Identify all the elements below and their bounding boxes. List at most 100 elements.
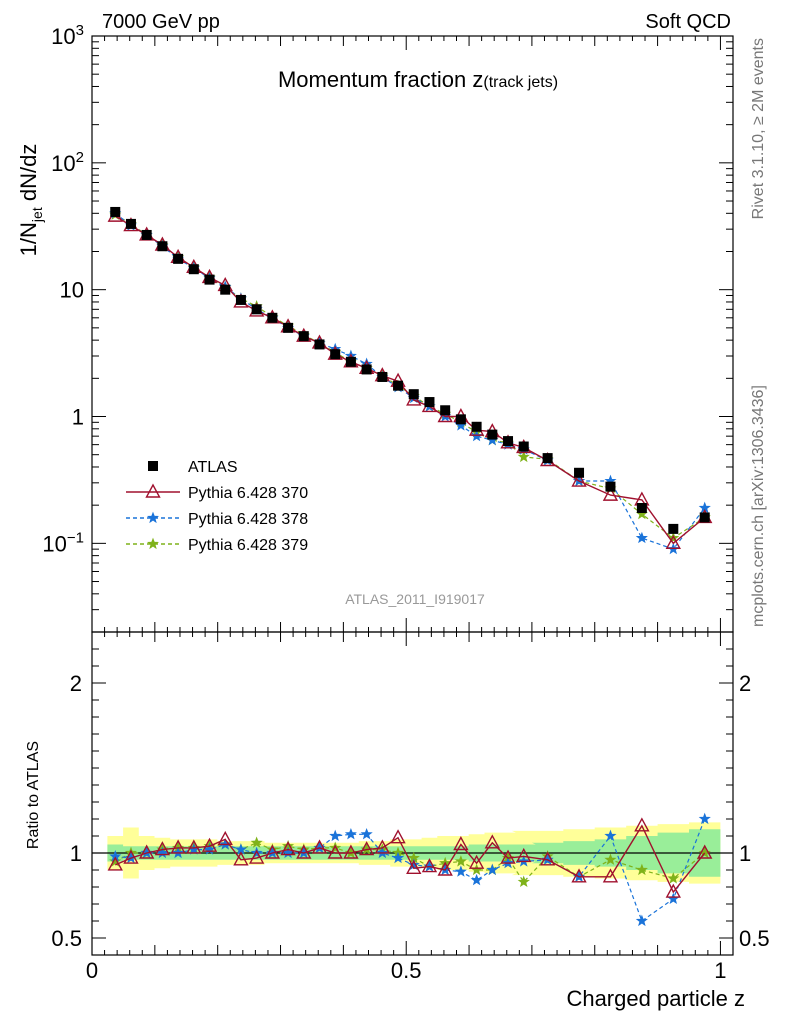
ratio-marks <box>92 812 733 927</box>
ratio-point-p378-15 <box>344 827 357 840</box>
ratio-frame <box>91 631 734 956</box>
ratio-point-p370-17 <box>374 839 391 854</box>
point-data-0 <box>110 206 121 217</box>
main-ylabel-head: 1/N <box>16 222 41 256</box>
ratio-point-p370-21 <box>437 861 453 876</box>
ratio-point-p370-32 <box>697 844 713 859</box>
point-data-24 <box>487 429 498 440</box>
point-data-32 <box>699 512 710 523</box>
ratio-xtick-label-2: 1 <box>714 958 726 983</box>
ratio-point-p379-0 <box>109 855 122 867</box>
main-ytick-base-4: 10 <box>42 531 66 556</box>
ratio-point-p378-31 <box>667 892 680 904</box>
legend-marker-data <box>148 461 158 471</box>
point-data-17 <box>377 371 388 382</box>
main-ytick-base-2: 10 <box>60 278 84 303</box>
ratio-point-p370-27 <box>539 851 556 866</box>
point-p378-30 <box>635 531 648 544</box>
ratio-point-p370-8 <box>233 851 249 866</box>
point-data-9 <box>251 304 262 315</box>
ratio-point-p370-15 <box>343 844 359 859</box>
legend-label-p370: Pythia 6.428 370 <box>188 485 308 502</box>
ratio-ytick-label-left-2: 0.5 <box>51 926 82 951</box>
ratio-plot-panel: 2 21 10.5 0.50 0.5 1 Ratio to ATLAS Charged p… <box>25 631 770 1011</box>
ratio-ytick-label-right-2: 0.5 <box>739 926 770 951</box>
ratio-ylabel: Ratio to ATLAS <box>25 741 42 849</box>
ratio-xtick-label-1: 0.5 <box>391 958 422 983</box>
point-data-11 <box>283 322 294 333</box>
main-ytick-label-4: 10−1 <box>42 529 84 556</box>
ratio-point-p370-16 <box>358 841 375 856</box>
legend-label-p379: Pythia 6.428 379 <box>188 537 308 554</box>
ratio-point-p379-26 <box>517 875 530 887</box>
ratio-point-p378-14 <box>329 829 342 842</box>
ratio-point-p378-30 <box>635 914 648 927</box>
ratio-point-p370-10 <box>264 844 281 859</box>
main-ytick-exp-0: 3 <box>76 22 84 39</box>
main-ylabel-tail: dN/dz <box>16 144 41 208</box>
ratio-point-p370-7 <box>217 830 233 846</box>
ratio-point-p378-18 <box>391 851 405 864</box>
series-data <box>110 206 710 534</box>
ratio-point-p370-30 <box>634 817 650 832</box>
point-data-23 <box>471 421 482 432</box>
ratio-point-p370-5 <box>186 839 202 854</box>
ratio-point-p378-24 <box>486 863 499 876</box>
header-left: 7000 GeV pp <box>102 11 220 33</box>
ratio-point-p379-29 <box>604 853 617 865</box>
point-data-14 <box>330 349 341 360</box>
ratio-point-p370-9 <box>248 849 265 864</box>
watermark: ATLAS_2011_I919017 <box>345 591 485 607</box>
header-right: Soft QCD <box>645 11 731 33</box>
point-data-3 <box>157 241 168 252</box>
point-data-10 <box>267 312 278 323</box>
legend-item-p370: Pythia 6.428 370 <box>126 483 308 502</box>
main-ytick-label-1: 102 <box>51 149 84 176</box>
ratio-point-p379-22 <box>454 855 467 867</box>
ratio-point-p370-6 <box>201 837 218 852</box>
point-data-19 <box>408 389 419 400</box>
side-label-bottom: mcplots.cern.ch [arXiv:1306.3436] <box>750 385 767 627</box>
point-data-4 <box>173 253 184 264</box>
ratio-point-p378-29 <box>604 829 617 842</box>
point-data-22 <box>455 414 466 425</box>
ratio-point-p370-0 <box>107 856 123 871</box>
legend: ATLAS Pythia 6.428 370 Pythia 6.428 378 Pyt… <box>126 459 308 554</box>
ratio-ytick-label-right-1: 1 <box>739 841 751 866</box>
main-title-sub: (track jets) <box>483 74 558 91</box>
point-data-16 <box>361 364 372 375</box>
main-ytick-exp-1: 2 <box>76 149 84 166</box>
legend-label-data: ATLAS <box>188 459 238 476</box>
ratio-point-p370-31 <box>665 883 681 898</box>
point-data-29 <box>605 481 616 492</box>
ratio-point-p370-18 <box>390 829 406 844</box>
point-data-30 <box>636 502 647 513</box>
main-ytick-label-2: 10 <box>60 278 84 303</box>
main-ytick-base-1: 10 <box>51 151 75 176</box>
ratio-ytick-label-left-1: 1 <box>70 841 82 866</box>
point-p379-26 <box>517 450 530 463</box>
ratio-point-p370-11 <box>280 841 296 856</box>
point-p370-28 <box>571 472 587 487</box>
main-ytick-base-0: 10 <box>51 24 75 49</box>
point-data-7 <box>220 284 231 295</box>
ratio-ytick-label-right-0: 2 <box>739 671 751 696</box>
point-data-27 <box>542 453 553 464</box>
ratio-line-p370 <box>115 824 706 894</box>
point-data-6 <box>204 274 215 285</box>
point-data-8 <box>235 294 246 305</box>
main-ytick-label-3: 1 <box>72 405 84 430</box>
legend-item-p378: Pythia 6.428 378 <box>126 511 308 528</box>
ratio-point-p370-1 <box>123 849 139 864</box>
point-data-20 <box>424 397 435 408</box>
ratio-xlabel: Charged particle z <box>566 986 745 1011</box>
ratio-point-p370-4 <box>170 839 186 854</box>
point-data-13 <box>314 339 325 350</box>
point-data-25 <box>503 436 514 447</box>
ratio-point-p378-32 <box>698 812 711 825</box>
ratio-point-p379-30 <box>635 863 648 876</box>
ratio-ytick-label-left-0: 2 <box>70 671 82 696</box>
point-data-1 <box>125 218 136 229</box>
